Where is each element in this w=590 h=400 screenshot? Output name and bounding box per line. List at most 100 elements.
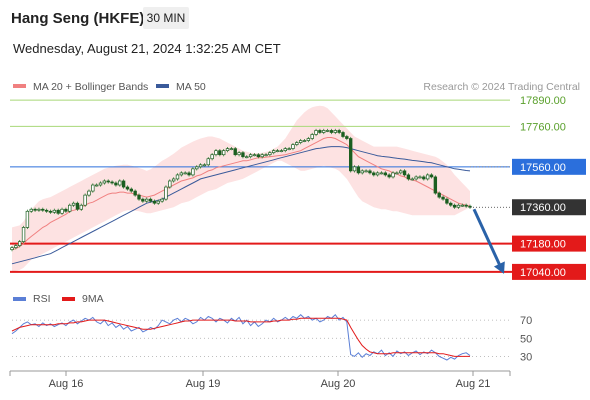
candle-body [337, 130, 341, 133]
candle-body [91, 184, 95, 192]
candle-body [352, 166, 357, 172]
level-label-17560: 17560.00 [520, 162, 566, 174]
candle-body [118, 180, 122, 186]
candle-body [221, 150, 226, 156]
candle-body [210, 154, 214, 160]
candle-body [437, 192, 441, 198]
timeframe-badge[interactable]: 30 MIN [143, 7, 189, 29]
candle-body [191, 168, 195, 176]
chart-date: Wednesday, August 21, 2024 1:32:25 AM CE… [13, 41, 281, 56]
candle-body [264, 154, 268, 157]
candle-body [445, 198, 449, 204]
candle-body [129, 188, 133, 192]
candle-body [268, 152, 272, 156]
candle-body [125, 186, 130, 190]
candle-body [187, 172, 191, 176]
x-tick-label-3: Aug 21 [456, 378, 491, 390]
rsi-tick-70: 70 [520, 315, 532, 327]
candle-body [241, 152, 245, 158]
level-label-bg-17180 [512, 235, 586, 252]
candle-body [214, 150, 218, 156]
candle-body [387, 174, 391, 178]
candle-body [372, 172, 376, 176]
candle-body [83, 194, 87, 206]
candle-body [229, 148, 234, 150]
last-price-label-bg [512, 199, 586, 216]
candle-body [37, 208, 41, 211]
candle-body [245, 156, 249, 159]
candle-body [275, 150, 280, 153]
candle-body [302, 140, 307, 142]
candle-body [160, 198, 164, 202]
candle-body [179, 172, 184, 176]
candle-body [121, 180, 126, 188]
x-tick-label-2: Aug 20 [321, 378, 356, 390]
candle-body [225, 148, 230, 152]
rsi-tick-50: 50 [520, 333, 532, 345]
candle-body [10, 247, 14, 251]
candle-body [283, 148, 287, 152]
candle-body [233, 148, 237, 156]
candle-body [402, 170, 407, 176]
candle-body [341, 132, 345, 137]
candle-body [368, 170, 372, 174]
candle-body [148, 198, 153, 202]
candle-body [333, 130, 337, 133]
candle-body [218, 150, 222, 156]
candle-body [345, 136, 349, 139]
candle-body [318, 130, 322, 133]
candle-body [422, 176, 426, 180]
candle-body [349, 138, 353, 172]
forecast-arrow-head [493, 261, 505, 274]
candle-body [152, 200, 157, 204]
candle-body [21, 227, 26, 242]
candle-body [252, 154, 257, 157]
candle-body [295, 142, 299, 145]
candle-body [406, 174, 411, 180]
candle-body [260, 154, 264, 158]
candle-body [68, 204, 72, 212]
candle-body [375, 172, 380, 176]
candle-body [168, 180, 172, 188]
candle-body [71, 202, 76, 206]
level-label-17040: 17040.00 [520, 267, 566, 279]
rsi-tick-30: 30 [520, 351, 532, 363]
candle-body [287, 148, 291, 150]
candle-body [291, 144, 295, 149]
instrument-title: Hang Seng (HKFE) [11, 10, 145, 27]
candle-body [279, 150, 284, 153]
candle-body [33, 208, 37, 211]
candle-body [356, 166, 361, 174]
candle-body [441, 196, 445, 200]
candle-body [272, 150, 276, 154]
candle-body [399, 170, 403, 174]
candle-body [14, 245, 18, 248]
candle-body [175, 174, 180, 180]
candle-body [145, 198, 149, 202]
candle-body [322, 130, 326, 133]
chart-watermark: Research © 2024 Trading Central [423, 81, 580, 93]
candle-body [114, 182, 118, 186]
rsi-legend-swatch-1 [62, 297, 75, 301]
candle-body [56, 209, 60, 214]
candle-body [360, 170, 364, 174]
candle-body [202, 164, 207, 167]
candle-body [429, 174, 434, 178]
x-tick-label-1: Aug 19 [186, 378, 221, 390]
candle-body [306, 138, 311, 141]
candle-body [325, 130, 330, 132]
candle-body [94, 184, 99, 187]
candle-body [41, 208, 45, 211]
candle-body [198, 164, 203, 168]
candle-body [395, 172, 399, 175]
candle-body [102, 180, 107, 184]
candle-body [141, 198, 145, 202]
legend-swatch-1 [156, 84, 169, 88]
candle-body [64, 208, 68, 212]
candle-body [256, 154, 261, 158]
candle-body [298, 140, 303, 143]
candle-body [206, 158, 210, 166]
level-label-17890: 17890.00 [520, 95, 566, 107]
candle-body [237, 152, 241, 156]
